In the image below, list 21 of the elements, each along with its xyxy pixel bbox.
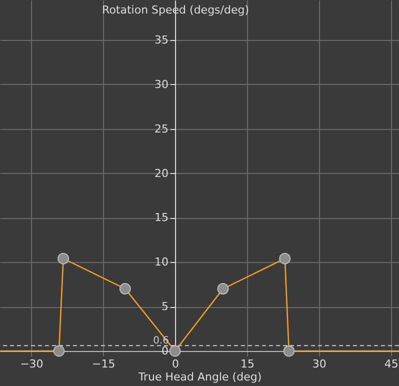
x-tick-label: 15 [240, 358, 254, 370]
y-tick-label: 20 [154, 166, 169, 180]
y-tick-label: 30 [154, 78, 169, 91]
x-tick-label: −15 [92, 358, 116, 370]
point [283, 345, 295, 357]
point [217, 283, 229, 295]
x-tick-label: 45 [384, 358, 398, 370]
point [58, 252, 70, 264]
x-tick-label: 0 [172, 358, 180, 370]
point [119, 283, 131, 295]
y-tick-label: 15 [154, 211, 169, 224]
x-axis-title: True Head Angle (deg) [137, 370, 262, 384]
y-tick-label: 10 [154, 256, 169, 269]
point [169, 345, 181, 357]
y-tick-label: 25 [154, 122, 169, 136]
y-tick-label: 35 [154, 33, 169, 46]
point [53, 345, 65, 357]
x-tick-label: −30 [20, 358, 44, 370]
y-tick-label: 5 [162, 300, 169, 314]
x-tick-label: 30 [312, 358, 326, 370]
point [279, 252, 291, 264]
